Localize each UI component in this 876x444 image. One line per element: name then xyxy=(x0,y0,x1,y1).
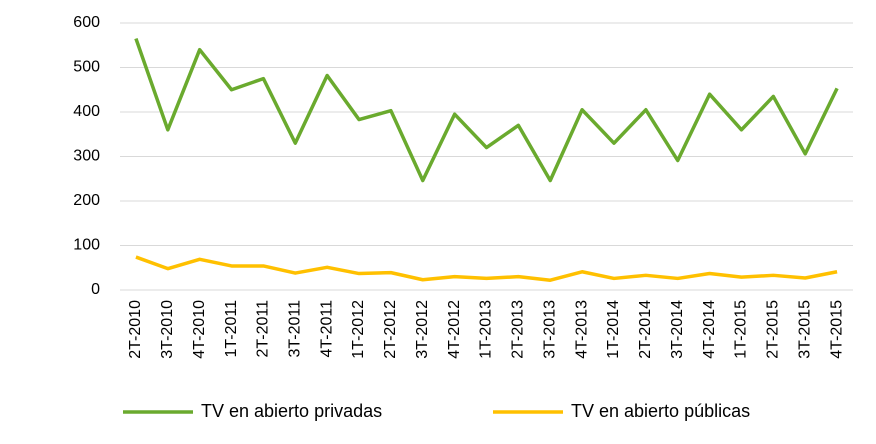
x-tick-label: 3T-2015 xyxy=(796,300,813,359)
series-line xyxy=(135,255,838,282)
x-tick-label: 2T-2013 xyxy=(510,300,527,359)
x-tick-label: 3T-2014 xyxy=(669,300,686,359)
x-tick-label: 3T-2012 xyxy=(414,300,431,359)
legend-label: TV en abierto privadas xyxy=(201,401,382,421)
x-tick-label: 2T-2015 xyxy=(765,300,782,359)
x-tick-label: 2T-2011 xyxy=(255,300,272,358)
y-tick-label: 500 xyxy=(73,59,100,76)
legend-label: TV en abierto públicas xyxy=(571,401,750,421)
x-tick-label: 1T-2013 xyxy=(478,300,495,359)
x-tick-label: 4T-2010 xyxy=(191,300,208,359)
x-tick-label: 4T-2013 xyxy=(573,300,590,359)
x-tick-label: 2T-2010 xyxy=(127,300,144,359)
y-tick-label: 600 xyxy=(73,14,100,31)
legend: TV en abierto privadas TV en abierto públ… xyxy=(123,401,750,421)
x-tick-label: 3T-2011 xyxy=(287,300,304,358)
series-line xyxy=(134,37,839,183)
x-tick-label: 4T-2011 xyxy=(318,300,335,358)
x-tick-label: 4T-2012 xyxy=(446,300,463,359)
x-tick-label: 1T-2011 xyxy=(223,300,240,358)
y-tick-label: 300 xyxy=(73,148,100,165)
x-tick-label: 3T-2013 xyxy=(541,300,558,359)
x-tick-label: 1T-2015 xyxy=(733,300,750,359)
x-tick-label: 2T-2014 xyxy=(637,300,654,359)
x-tick-label: 4T-2015 xyxy=(828,300,845,359)
x-tick-label: 1T-2012 xyxy=(350,300,367,359)
y-tick-label: 400 xyxy=(73,103,100,120)
x-tick-label: 1T-2014 xyxy=(605,300,622,359)
x-tick-label: 2T-2012 xyxy=(382,300,399,359)
y-tick-label: 200 xyxy=(73,192,100,209)
y-tick-label: 0 xyxy=(91,281,100,298)
x-tick-label: 3T-2010 xyxy=(159,300,176,359)
x-tick-label: 4T-2014 xyxy=(701,300,718,359)
y-tick-label: 100 xyxy=(73,237,100,254)
